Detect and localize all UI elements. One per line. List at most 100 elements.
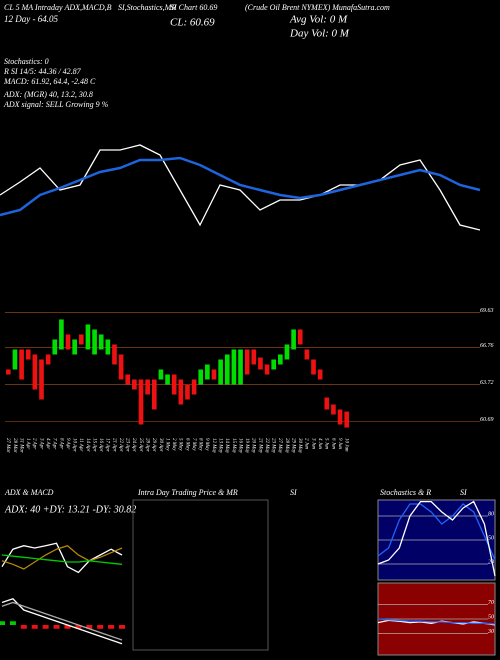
y-tick-label: 60.69 bbox=[480, 417, 494, 423]
panel-title: ADX & MACD bbox=[4, 488, 54, 497]
series-line bbox=[0, 144, 481, 231]
candle bbox=[224, 354, 230, 385]
series-line bbox=[377, 618, 496, 625]
histogram-bar bbox=[53, 625, 60, 629]
x-tick-label: 31 Mar bbox=[18, 438, 23, 453]
x-tick-label: 21 May bbox=[257, 438, 262, 454]
series-line bbox=[1, 601, 123, 641]
series-line bbox=[1, 554, 123, 565]
x-tick-label: 27 Mar bbox=[5, 438, 10, 453]
x-tick-label: 28 Apr bbox=[145, 438, 150, 452]
x-tick-label: 9 Apr bbox=[65, 438, 70, 449]
x-tick-label: 6 Jun bbox=[330, 438, 335, 449]
candle bbox=[132, 379, 137, 390]
candle bbox=[12, 349, 18, 370]
x-tick-label: 29 May bbox=[290, 438, 295, 454]
series-line bbox=[1, 598, 123, 645]
x-tick-label: 16 Apr bbox=[98, 438, 103, 452]
x-tick-label: 15 May bbox=[231, 438, 236, 454]
candle bbox=[145, 379, 150, 395]
annotation: CL 5 MA Intraday ADX,MACD,B bbox=[4, 3, 112, 12]
x-tick-label: 25 Apr bbox=[138, 438, 143, 452]
candle bbox=[165, 374, 170, 385]
candle bbox=[198, 369, 204, 385]
histogram-bar bbox=[9, 621, 16, 625]
candle bbox=[151, 379, 157, 410]
x-tick-label: 9 May bbox=[204, 438, 209, 451]
x-tick-label: 7 May bbox=[191, 438, 196, 451]
series-line bbox=[377, 503, 496, 561]
x-tick-label: 2 Jun bbox=[304, 438, 309, 449]
x-tick-label: 22 May bbox=[264, 438, 269, 454]
candle bbox=[238, 349, 243, 385]
candle bbox=[331, 404, 336, 415]
y-tick-label: 69.63 bbox=[480, 308, 494, 314]
x-tick-label: 27 May bbox=[277, 438, 282, 454]
candle bbox=[344, 411, 350, 428]
y-tick-label: 50 bbox=[488, 535, 494, 541]
histogram-bar bbox=[97, 625, 104, 629]
candle bbox=[284, 344, 290, 360]
x-tick-label: 4 Apr bbox=[45, 438, 50, 449]
histogram-bar bbox=[86, 625, 93, 629]
annotation: ADX signal: SELL Growing 9 % bbox=[3, 100, 109, 109]
panel-border bbox=[132, 499, 269, 651]
histogram-bar bbox=[42, 625, 49, 629]
candle bbox=[39, 359, 44, 400]
candle bbox=[311, 359, 316, 375]
candle bbox=[231, 349, 237, 385]
panel-title: Stochastics & R bbox=[380, 488, 431, 497]
candle bbox=[324, 397, 330, 410]
histogram-bar bbox=[64, 625, 71, 629]
annotation: SI,Stochastics,MR bbox=[118, 3, 176, 12]
histogram-bar bbox=[31, 625, 38, 629]
candle bbox=[251, 349, 257, 365]
x-tick-label: 14 Apr bbox=[85, 438, 90, 452]
candle bbox=[65, 334, 71, 350]
candle bbox=[19, 349, 24, 380]
histogram-bar bbox=[108, 625, 115, 629]
candle bbox=[158, 369, 164, 380]
histogram-bar bbox=[0, 621, 5, 625]
candle bbox=[98, 334, 104, 350]
x-tick-label: 5 Jun bbox=[324, 438, 329, 449]
candle bbox=[45, 354, 51, 365]
y-tick-label: 50 bbox=[488, 614, 494, 620]
candle bbox=[138, 379, 144, 425]
candle bbox=[205, 364, 210, 380]
candle bbox=[211, 369, 217, 380]
series-line bbox=[377, 500, 496, 577]
candle bbox=[52, 339, 58, 355]
x-tick-label: 5 May bbox=[178, 438, 183, 451]
y-tick-label: 63.72 bbox=[480, 380, 494, 386]
annotation: Day Vol: 0 M bbox=[289, 28, 350, 40]
x-tick-label: 28 May bbox=[284, 438, 289, 454]
candle bbox=[5, 369, 11, 375]
panel-title: Intra Day Trading Price & MR bbox=[137, 488, 238, 497]
candle bbox=[191, 379, 197, 395]
annotation: SI Chart 60.69 bbox=[170, 3, 217, 12]
x-tick-label: 2 Apr bbox=[32, 438, 37, 449]
annotation: 12 Day - 64.05 bbox=[4, 14, 58, 24]
candle bbox=[264, 364, 270, 375]
candle bbox=[185, 384, 190, 400]
candle bbox=[125, 374, 131, 385]
candle bbox=[244, 349, 250, 375]
candle bbox=[171, 374, 177, 395]
series-line bbox=[0, 156, 481, 217]
y-tick-label: 70 bbox=[488, 600, 494, 606]
x-tick-label: 24 Apr bbox=[131, 438, 136, 452]
series-line bbox=[1, 542, 123, 574]
x-tick-label: 23 May bbox=[271, 438, 276, 454]
candle bbox=[304, 349, 310, 360]
x-tick-label: 19 May bbox=[244, 438, 249, 454]
x-tick-label: 9 Jun bbox=[337, 438, 342, 449]
series-line bbox=[1, 544, 123, 570]
x-tick-label: 29 Apr bbox=[151, 438, 156, 452]
x-tick-label: 12 May bbox=[211, 438, 216, 454]
panel-subtitle: ADX: 40 +DY: 13.21 -DY: 30.82 bbox=[4, 504, 136, 515]
panel-subtitle: SI bbox=[460, 488, 467, 497]
x-tick-label: 1 Apr bbox=[25, 438, 30, 449]
